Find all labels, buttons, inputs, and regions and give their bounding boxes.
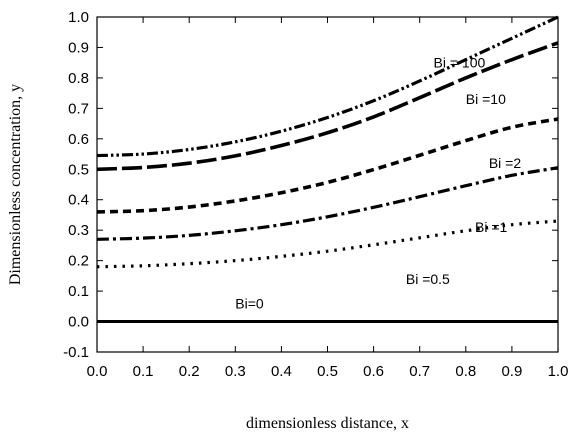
y-tick-label: 0.8 — [68, 70, 89, 87]
x-tick-label: 0.7 — [409, 363, 430, 380]
y-tick-label: 0.9 — [68, 39, 89, 56]
x-tick-label: 0.9 — [501, 363, 522, 380]
y-tick-label: 0.6 — [68, 131, 89, 148]
series-line — [96, 219, 559, 269]
series-line — [96, 41, 559, 172]
y-tick-label: 0.3 — [68, 222, 89, 239]
y-axis-title: Dimensionless concentration, y — [7, 84, 24, 285]
y-tick-label: 0.1 — [68, 283, 89, 300]
x-axis-title: dimensionless distance, x — [246, 415, 409, 432]
x-tick-label: 0.6 — [363, 363, 384, 380]
series-line — [96, 166, 559, 241]
series-label: Bi = 100 — [434, 55, 486, 71]
y-tick-label: 1.0 — [68, 9, 89, 26]
x-tick-label: 0.4 — [271, 363, 292, 380]
series-label: Bi =10 — [466, 91, 506, 107]
y-tick-label: 0.4 — [68, 192, 89, 209]
y-tick-label: 0.5 — [68, 161, 89, 178]
y-tick-label: 0.7 — [68, 100, 89, 117]
series-line — [96, 15, 559, 158]
x-tick-label: 0.0 — [87, 363, 108, 380]
series-line — [96, 117, 559, 214]
x-tick-label: 0.8 — [455, 363, 476, 380]
x-tick-label: 0.5 — [317, 363, 338, 380]
x-tick-label: 0.2 — [179, 363, 200, 380]
y-tick-label: -0.1 — [63, 344, 89, 361]
series-label: Bi =0.5 — [406, 271, 450, 287]
y-tick-label: 0.0 — [68, 314, 89, 331]
series-label: Bi =2 — [489, 155, 522, 171]
x-tick-label: 0.1 — [133, 363, 154, 380]
x-tick-label: 0.3 — [225, 363, 246, 380]
x-tick-label: 1.0 — [548, 363, 569, 380]
series-label: Bi=0 — [235, 295, 264, 311]
y-tick-label: 0.2 — [68, 253, 89, 270]
series-label: Bi =1 — [475, 219, 508, 235]
plot-area: 0.0 0.1 0.2 0.3 0.4 0.5 0.6 0.7 0.8 0.9 1.0 -0.1 0.0… — [63, 9, 568, 380]
